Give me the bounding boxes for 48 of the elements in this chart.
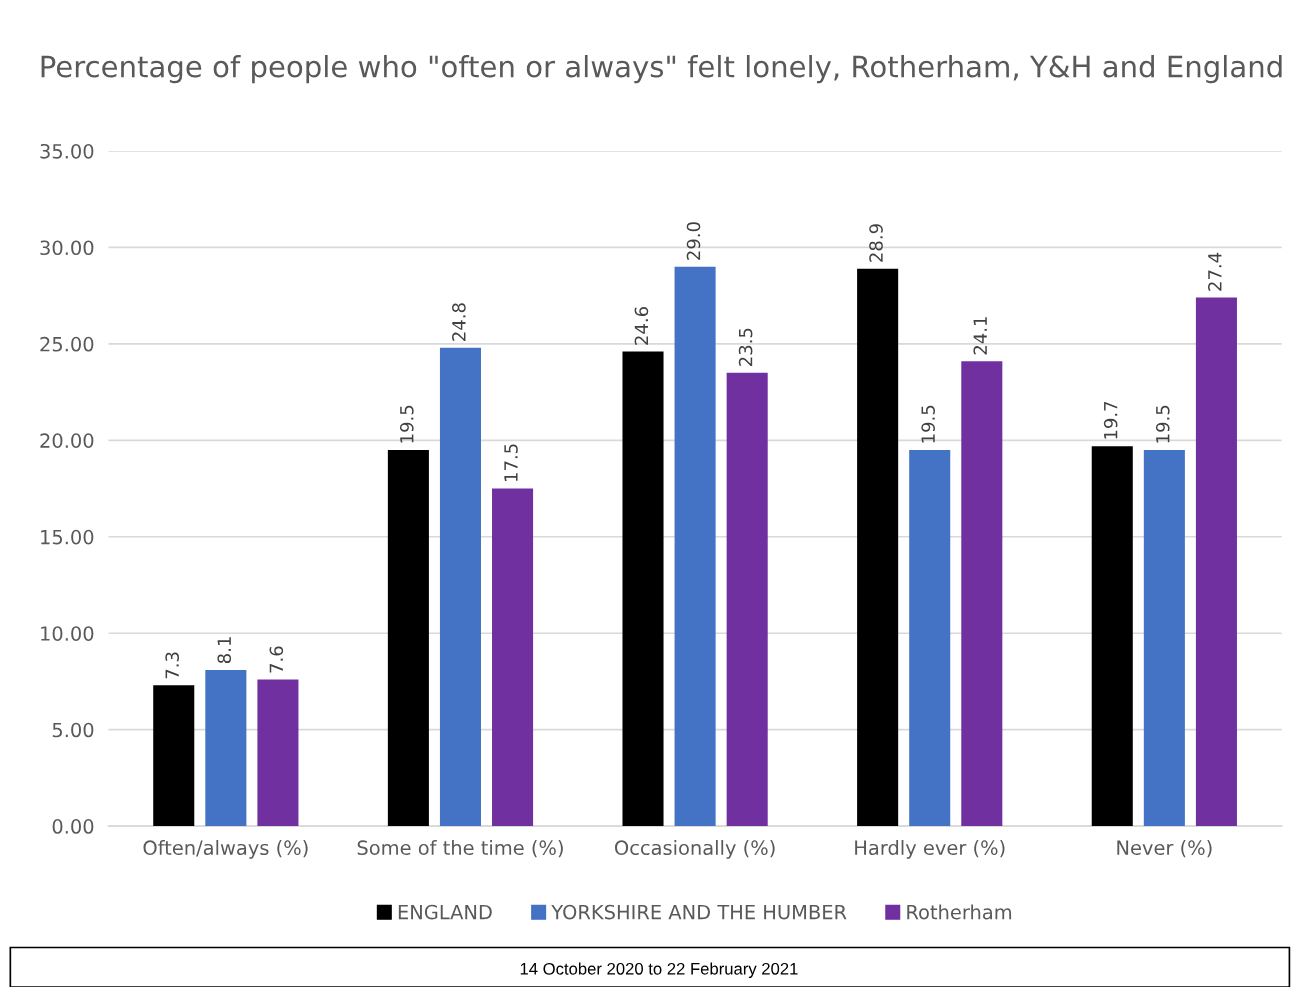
bar — [622, 351, 664, 827]
data-label: 8.1 — [217, 637, 232, 664]
y-tick-label: 35.00 — [40, 143, 94, 159]
data-label: 7.3 — [165, 652, 179, 679]
y-tick-label: 0.00 — [52, 819, 94, 834]
bar — [1195, 297, 1237, 827]
data-label: 24.1 — [973, 317, 987, 355]
bar — [153, 685, 195, 827]
bar — [961, 361, 1003, 827]
y-tick-label: 5.00 — [52, 722, 94, 738]
data-label: 17.5 — [504, 444, 518, 482]
text: 14 October 2020 to 22 February 2021 — [520, 962, 798, 978]
data-label: 27.4 — [1208, 252, 1222, 291]
data-label: 28.9 — [869, 224, 883, 262]
x-tick-label: Never (%) — [1117, 840, 1212, 858]
data-label: 24.8 — [452, 303, 466, 341]
bar — [726, 372, 768, 827]
x-tick-label: Hardly ever (%) — [855, 840, 1005, 859]
y-tick-label: 20.00 — [40, 433, 94, 449]
x-tick-label: Often/always (%) — [143, 840, 308, 859]
legend-label: ENGLAND — [398, 904, 492, 920]
bar — [492, 488, 534, 827]
data-label: 19.5 — [921, 405, 935, 443]
bar — [387, 449, 429, 827]
data-label: 23.5 — [738, 328, 753, 366]
legend-label: Rotherham — [907, 904, 1012, 920]
bar — [1091, 446, 1133, 827]
x-tick-label: Some of the time (%) — [357, 840, 563, 858]
y-tick-label: 25.00 — [40, 336, 94, 352]
data-label: 19.5 — [399, 405, 414, 443]
y-tick-label: 30.00 — [40, 240, 94, 256]
chart-title: Percentage of people who "often or always" felt lonely, Rotherham, Y&H and England — [41, 54, 1282, 84]
x-tick-label: Occasionally (%) — [614, 840, 775, 859]
bar — [857, 268, 899, 827]
data-label: 19.5 — [1155, 405, 1170, 443]
data-label: 7.6 — [269, 646, 284, 673]
data-label: 24.6 — [634, 306, 649, 345]
bar — [257, 679, 299, 827]
bar — [909, 449, 951, 827]
data-label: 29.0 — [686, 222, 701, 260]
y-tick-label: 10.00 — [41, 626, 94, 641]
bar — [674, 266, 716, 827]
legend-label: YORKSHIRE AND THE HUMBER — [551, 904, 847, 920]
data-label: 19.7 — [1103, 401, 1118, 439]
y-tick-label: 15.00 — [41, 529, 94, 545]
bar — [205, 669, 247, 827]
bar — [439, 347, 481, 827]
bar — [1143, 449, 1185, 827]
